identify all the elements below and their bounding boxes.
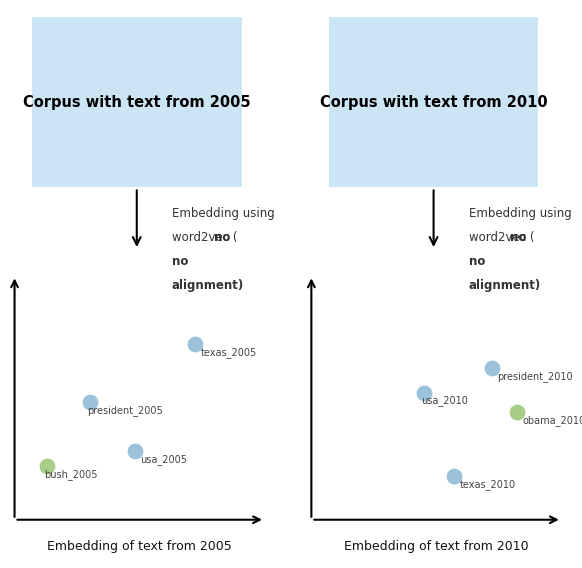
Text: no: no xyxy=(469,255,485,268)
Text: Corpus with text from 2010: Corpus with text from 2010 xyxy=(320,95,548,110)
Point xyxy=(419,388,428,397)
Text: Embedding of text from 2005: Embedding of text from 2005 xyxy=(47,540,232,553)
Text: usa_2010: usa_2010 xyxy=(421,395,468,407)
FancyBboxPatch shape xyxy=(329,17,538,187)
Point xyxy=(487,364,496,373)
FancyBboxPatch shape xyxy=(32,17,242,187)
Text: alignment): alignment) xyxy=(172,279,244,292)
Text: no: no xyxy=(172,255,188,268)
Point xyxy=(512,408,521,417)
Text: Embedding using: Embedding using xyxy=(172,207,275,220)
Point xyxy=(42,461,52,470)
Point xyxy=(449,471,459,481)
Text: president_2010: president_2010 xyxy=(498,371,573,382)
Text: alignment): alignment) xyxy=(469,279,541,292)
Text: no: no xyxy=(510,231,527,244)
Text: word2vec (: word2vec ( xyxy=(172,231,237,244)
Text: no: no xyxy=(214,231,230,244)
Text: texas_2010: texas_2010 xyxy=(460,479,516,490)
Text: president_2005: president_2005 xyxy=(87,406,162,416)
Text: Embedding of text from 2010: Embedding of text from 2010 xyxy=(344,540,529,553)
Point xyxy=(130,447,139,456)
Text: Corpus with text from 2005: Corpus with text from 2005 xyxy=(23,95,251,110)
Text: usa_2005: usa_2005 xyxy=(140,454,187,465)
Text: word2vec (: word2vec ( xyxy=(469,231,534,244)
Text: bush_2005: bush_2005 xyxy=(44,469,98,480)
Text: texas_2005: texas_2005 xyxy=(201,346,257,358)
Point xyxy=(190,339,200,348)
Text: obama_2010: obama_2010 xyxy=(523,415,582,426)
Text: Embedding using: Embedding using xyxy=(469,207,572,220)
Point xyxy=(85,398,94,407)
